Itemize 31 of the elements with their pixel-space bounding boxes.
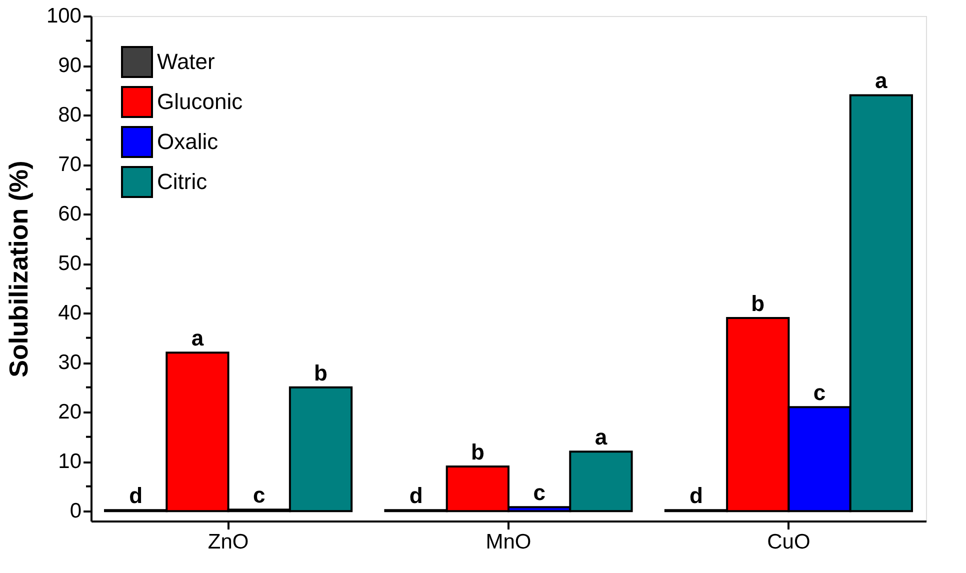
y-axis-title: Solubilization (%) [3,160,34,378]
x-tick-label: MnO [486,530,532,554]
data-label: b [751,291,765,316]
data-label: c [813,380,826,406]
y-tick-label: 50 [58,252,82,276]
y-tick-label: 10 [58,450,82,474]
data-label: b [470,440,484,465]
data-label: a [191,326,204,351]
data-label: d [129,483,143,508]
y-tick-label: 20 [58,400,82,424]
y-tick-label: 80 [58,104,82,127]
data-label: d [690,483,703,508]
y-tick-label: 60 [58,202,82,226]
y-tick-label: 0 [70,500,82,523]
y-tick-label: 40 [58,302,82,325]
x-tick-label: CuO [767,530,810,554]
data-label: a [875,68,888,94]
y-tick-label: 30 [58,351,82,374]
legend-label: Water [157,49,215,74]
y-tick-label: 100 [46,4,82,28]
y-tick-label: 70 [58,153,82,176]
x-tick-label: ZnO [208,530,249,554]
data-label: c [252,482,266,508]
data-label: b [314,360,328,386]
data-label: a [594,424,608,450]
data-label: c [533,480,546,506]
legend-label: Citric [157,169,208,194]
legend-label: Gluconic [157,89,243,114]
data-label: d [409,483,423,508]
y-tick-label: 90 [58,54,82,78]
legend-label: Oxalic [157,129,218,154]
